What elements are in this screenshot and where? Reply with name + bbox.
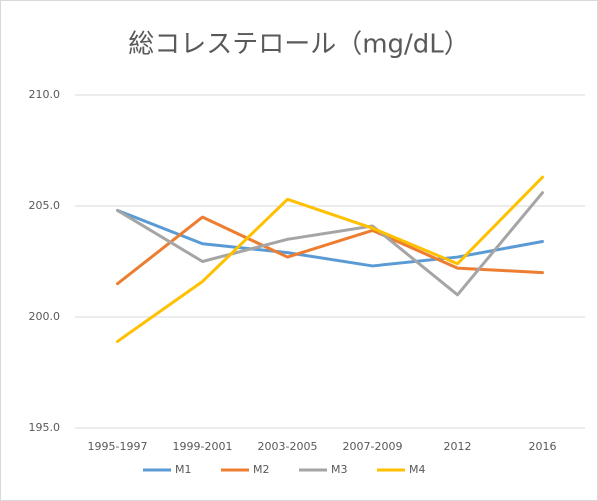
- line-series: [116, 191, 544, 297]
- x-tick-label: 2003-2005: [258, 440, 318, 453]
- x-tick-label: 2016: [529, 440, 557, 453]
- x-tick-label: 2007-2009: [343, 440, 403, 453]
- y-tick-label: 205.0: [29, 199, 61, 212]
- chart-title: 総コレステロール（mg/dL）: [128, 30, 470, 60]
- legend-label: M1: [175, 463, 192, 476]
- line-series: [116, 208, 544, 268]
- x-tick-label: 2012: [444, 440, 472, 453]
- line-series: [116, 175, 544, 343]
- legend-label: M3: [331, 463, 348, 476]
- y-tick-label: 195.0: [29, 421, 61, 434]
- x-tick-label: 1999-2001: [173, 440, 233, 453]
- x-tick-label: 1995-1997: [88, 440, 148, 453]
- legend-label: M2: [253, 463, 270, 476]
- legend-label: M4: [409, 463, 426, 476]
- line-series: [116, 215, 544, 286]
- y-tick-label: 210.0: [29, 88, 61, 101]
- y-tick-label: 200.0: [29, 310, 61, 323]
